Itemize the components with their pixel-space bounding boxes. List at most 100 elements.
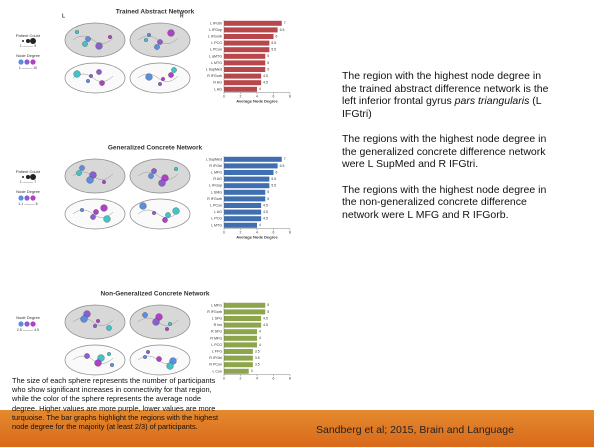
bar [224, 309, 265, 314]
bar [224, 362, 253, 367]
chart-title: Trained Abstract Network [116, 9, 195, 16]
bar [224, 349, 253, 354]
x-tick-label: 0 [223, 230, 225, 234]
sphere [173, 208, 180, 215]
brain [130, 199, 190, 229]
category-label: R SFG [211, 330, 222, 334]
bar [224, 163, 278, 168]
legend-sphere [30, 174, 36, 180]
legend-range: 1 ——— 10 [19, 66, 37, 70]
sphere [161, 77, 165, 81]
category-label: L PCun [210, 203, 222, 207]
sphere [90, 214, 95, 219]
sphere [152, 211, 156, 215]
bar [224, 34, 274, 39]
sphere [79, 165, 84, 170]
bar [224, 60, 265, 65]
sphere [144, 38, 148, 42]
legend-label: Node Degree [16, 315, 41, 320]
category-label: L FFG [212, 349, 222, 353]
category-label: R Ins [214, 323, 223, 327]
sphere [168, 30, 175, 37]
category-label: L PCG [211, 41, 222, 45]
value-label: 6 [276, 34, 278, 38]
x-tick-label: 0 [223, 94, 225, 98]
bar [224, 27, 278, 32]
chart-title: Non-Generalized Concrete Network [100, 291, 209, 298]
bar [224, 170, 274, 175]
value-label: 5.5 [271, 184, 276, 188]
chart-title: Generalized Concrete Network [108, 145, 203, 152]
sphere [96, 69, 101, 74]
bar [224, 190, 265, 195]
value-label: 4.5 [263, 74, 268, 78]
sphere [159, 180, 166, 187]
bar [224, 67, 265, 72]
sphere [108, 35, 112, 39]
value-label: 4.5 [263, 81, 268, 85]
bar [224, 54, 265, 59]
legend-range: 1.1 ——— 6 [18, 202, 37, 206]
category-label: L IFGop [209, 28, 222, 32]
category-label: L IFGop [209, 184, 222, 188]
value-label: 4 [259, 223, 261, 227]
bar [224, 80, 261, 85]
sphere [89, 74, 93, 78]
brain [65, 63, 125, 93]
value-label: 5 [267, 310, 269, 314]
sphere [81, 316, 88, 323]
sphere [146, 74, 153, 81]
caption-line: degree. Higher values are more purple, l… [12, 404, 312, 413]
sphere [102, 180, 106, 184]
legend-sphere [30, 38, 36, 44]
slide: LRTrained Abstract NetworkPatient Count1… [0, 0, 594, 447]
category-label: L SFG [212, 316, 222, 320]
sphere [84, 353, 89, 358]
value-label: 7 [284, 157, 286, 161]
note: The regions with the highest node degree… [342, 184, 557, 222]
caption-line: who show significant increases in connec… [12, 385, 312, 394]
sphere [80, 208, 84, 212]
sphere [93, 209, 98, 214]
bar [224, 336, 257, 341]
category-label: L Cun [213, 369, 222, 373]
sphere [86, 79, 90, 83]
category-label: R AG [213, 81, 222, 85]
bar [224, 223, 257, 228]
bar [224, 41, 269, 46]
value-label: 5 [267, 303, 269, 307]
sphere [156, 356, 161, 361]
legend-range: 2.5 ——— 4.5 [17, 328, 39, 332]
value-label: 4 [259, 330, 261, 334]
sphere [85, 36, 90, 41]
category-label: R MFG [210, 336, 222, 340]
value-label: 4 [259, 87, 261, 91]
legend-sphere [26, 175, 30, 179]
category-label: L SupMed [206, 67, 222, 71]
category-label: R IFGtri [209, 356, 222, 360]
bar [224, 323, 261, 328]
category-label: L PCG [211, 343, 222, 347]
value-label: 4.5 [263, 210, 268, 214]
bar [224, 316, 261, 321]
sphere [168, 72, 173, 77]
category-label: L aMTG [209, 54, 222, 58]
value-label: 5.5 [271, 177, 276, 181]
legend-sphere [30, 59, 35, 64]
bar [224, 47, 269, 52]
bar [224, 203, 261, 208]
sphere [95, 360, 102, 367]
legend-sphere [30, 195, 35, 200]
legend-label: Node Degree [16, 189, 41, 194]
sphere [147, 33, 151, 37]
category-label: R PCun [209, 363, 222, 367]
legend-label: Patient Count [16, 169, 41, 174]
brain [130, 305, 190, 339]
category-label: L MFG [211, 170, 222, 174]
category-label: R IFGorb [207, 74, 222, 78]
category-label: L PCun [210, 48, 222, 52]
sphere [171, 67, 176, 72]
value-label: 6.5 [280, 28, 285, 32]
bar [224, 210, 261, 215]
category-label: L IFGtri [210, 21, 222, 25]
